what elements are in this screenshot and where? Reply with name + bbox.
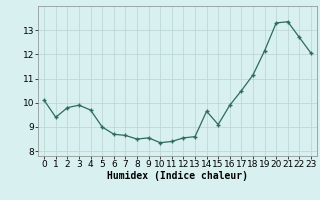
X-axis label: Humidex (Indice chaleur): Humidex (Indice chaleur) (107, 171, 248, 181)
